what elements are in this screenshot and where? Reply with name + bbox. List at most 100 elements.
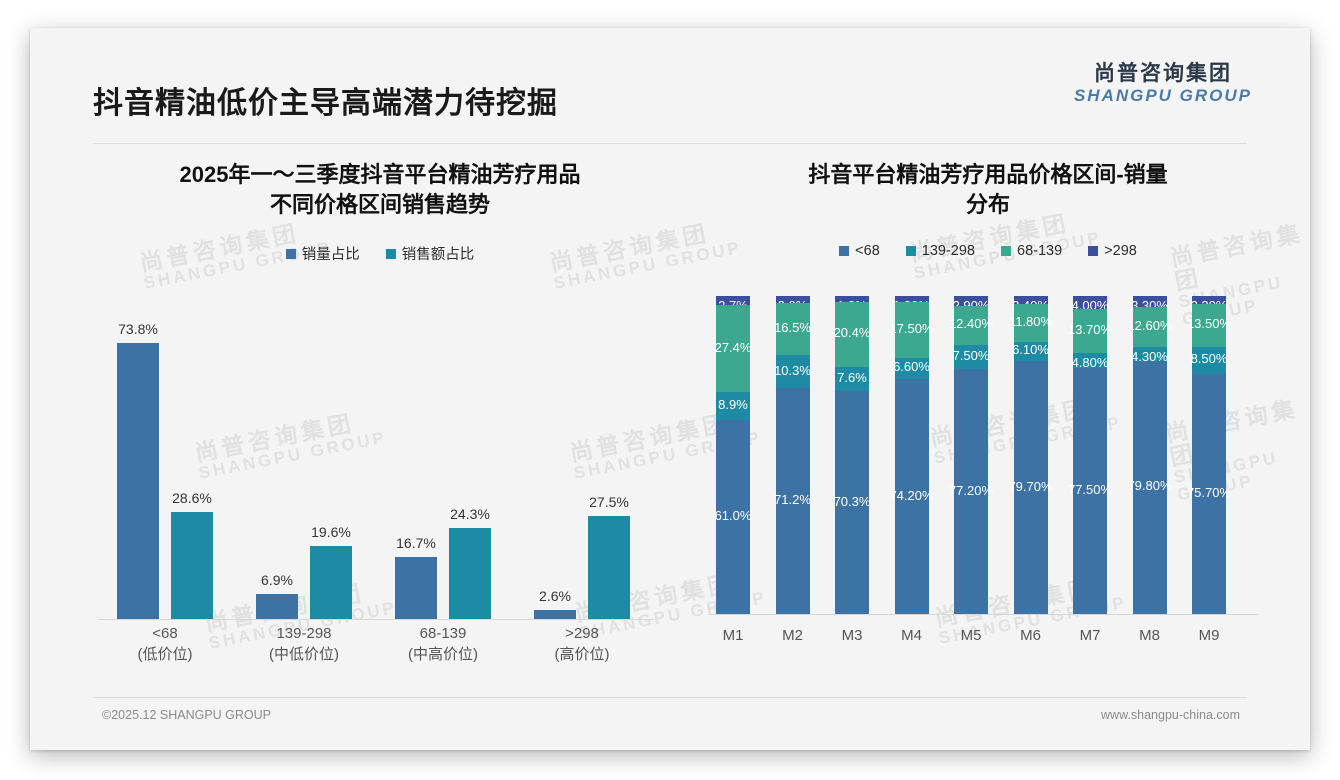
stacked-bar-segment[interactable]: 2.40% <box>1012 296 1049 313</box>
stacked-bar-column[interactable]: 1.80%17.50%6.60%74.20%M4 <box>889 296 934 644</box>
stacked-bar-column[interactable]: 2.90% 12.40% 7.50% 77.20% M5 <box>949 296 993 644</box>
stacked-bar-column[interactable]: 2.40%11.80% 6.10% 79.70% M6 <box>1008 296 1053 644</box>
legend-swatch-icon <box>839 246 850 257</box>
bar[interactable] <box>534 609 576 620</box>
stacked-bar-segment[interactable]: 4.30% <box>1131 346 1168 364</box>
bar[interactable] <box>256 593 298 620</box>
stacked-bar-segment[interactable]: 4.00% <box>1072 296 1108 313</box>
bar[interactable] <box>117 342 159 620</box>
stacked-bar-column[interactable]: 2.7% 27.4% 8.9% 61.0% M1 <box>714 296 752 644</box>
stacked-bar-segment[interactable]: 74.20% <box>889 378 934 615</box>
legend-swatch-icon <box>1001 246 1011 257</box>
stacked-bar-segment[interactable]: 7.50% <box>953 345 989 369</box>
stacked-bar-segment[interactable]: 2.30% <box>1191 296 1227 313</box>
bar-column[interactable]: 28.6% <box>171 299 213 620</box>
stacked-bar-segment[interactable]: 77.50% <box>1068 367 1112 615</box>
legend-left-item[interactable]: 销量占比 <box>285 243 360 264</box>
stacked-bar-segment[interactable]: 16.5% <box>774 302 811 356</box>
bar-column[interactable]: 27.5% <box>588 299 630 620</box>
stacked-segment-value-label: 74.20% <box>889 487 934 503</box>
stacked-segment-value-label: 79.70% <box>1008 478 1053 494</box>
stacked-segment-value-label: 17.50% <box>889 320 934 336</box>
x-axis-tick-range: 139-298 <box>276 625 332 643</box>
legend-swatch-icon <box>285 248 296 259</box>
stacked-bar-segment[interactable]: 71.2% <box>774 387 811 615</box>
slide-canvas: 抖音精油低价主导高端潜力待挖掘 尚普咨询集团 SHANGPU GROUP 尚普咨… <box>30 28 1310 750</box>
left-chart-title-line2: 不同价格区间销售趋势 <box>269 191 490 217</box>
bar-column[interactable]: 24.3% <box>449 299 491 620</box>
stacked-segment-value-label: 61.0% <box>714 508 752 524</box>
bar[interactable] <box>310 545 352 620</box>
stacked-bar-segment[interactable]: 2.90% <box>953 296 989 313</box>
bar-column[interactable]: 16.7% <box>395 299 437 620</box>
logo-english-text: SHANGPU GROUP <box>1073 86 1253 106</box>
stacked-bar-segment[interactable]: 4.80% <box>1071 352 1109 370</box>
stacked-segment-value-label: 77.20% <box>948 482 994 498</box>
stacked-segment-value-label: 4.30% <box>1131 348 1168 364</box>
left-chart-title: 2025年一～三季度抖音平台精油芳疗用品 不同价格区间销售趋势 <box>70 160 690 219</box>
stacked-bar-segment[interactable]: 10.3% <box>774 355 811 388</box>
stacked-bar-segment[interactable]: 77.20% <box>949 368 993 615</box>
x-axis-tick-sublabel: (中高价位) <box>408 646 478 664</box>
brand-logo: 尚普咨询集团 SHANGPU GROUP <box>1058 62 1268 106</box>
legend-right-item[interactable]: 139-298 <box>905 243 975 259</box>
stacked-bar-segment[interactable]: 8.50% <box>1191 346 1227 374</box>
bar-group: 2.6% 27.5% >298 (高价位) <box>517 299 647 663</box>
x-axis-tick-label: M5 <box>960 627 982 645</box>
bar[interactable] <box>395 556 437 620</box>
stacked-bar-segment[interactable]: 12.40% <box>949 305 993 346</box>
stacked-bar-segment[interactable]: 2.7% <box>716 296 750 313</box>
legend-right-item[interactable]: >298 <box>1088 243 1137 259</box>
stacked-segment-value-label: 20.4% <box>833 325 871 341</box>
stacked-bar-segment[interactable]: 6.60% <box>893 357 930 379</box>
stacked-segment-value-label: 70.3% <box>833 493 871 509</box>
stacked-bar-segment[interactable]: 75.70% <box>1187 373 1231 615</box>
bar-value-label: 73.8% <box>118 320 158 337</box>
legend-right-item[interactable]: 68-139 <box>1001 243 1062 259</box>
x-axis-tick-label: M3 <box>841 627 863 645</box>
bar[interactable] <box>449 528 491 620</box>
x-axis-tick-label: M2 <box>782 627 803 645</box>
stacked-bar-segment[interactable]: 8.9% <box>716 392 750 421</box>
footer-copyright: ©2025.12 SHANGPU GROUP <box>102 708 271 722</box>
bar-column[interactable]: 6.9% <box>256 299 298 620</box>
stacked-bar-segment[interactable]: 70.3% <box>833 391 871 615</box>
stacked-bar-segment[interactable]: 79.70% <box>1008 360 1053 615</box>
stacked-segment-value-label: 16.5% <box>774 319 811 335</box>
x-axis-tick-label: M7 <box>1079 627 1101 645</box>
stacked-bar-segment[interactable]: 13.70% <box>1068 309 1112 353</box>
bar-column[interactable]: 19.6% <box>310 299 352 620</box>
bar-column[interactable]: 73.8% <box>117 299 159 620</box>
legend-label: 68-139 <box>1017 243 1063 260</box>
legend-right-item[interactable]: <68 <box>839 243 880 259</box>
stacked-segment-value-label: 75.70% <box>1186 484 1232 500</box>
legend-label: 销量占比 <box>301 247 360 264</box>
bar[interactable] <box>171 512 213 620</box>
stacked-bar-segment[interactable]: 12.60% <box>1127 306 1172 347</box>
stacked-bar-segment[interactable]: 27.4% <box>715 304 751 393</box>
bar[interactable] <box>588 516 630 620</box>
x-axis-tick-range: <68 <box>152 625 178 643</box>
stacked-bar-segment[interactable]: 11.80% <box>1009 304 1052 342</box>
bar-column[interactable]: 2.6% <box>534 299 576 620</box>
x-axis-tick-label: M1 <box>722 627 744 645</box>
stacked-bar-segment[interactable]: 17.50% <box>889 302 934 358</box>
stacked-bar-segment[interactable]: 79.80% <box>1127 360 1172 615</box>
stacked-bar-segment[interactable]: 6.10% <box>1012 341 1049 361</box>
header-divider <box>93 143 1247 144</box>
stacked-bar-column[interactable]: 2.30% 13.50% 8.50% 75.70% M9 <box>1187 296 1231 644</box>
stacked-bar-segment[interactable]: 61.0% <box>714 420 752 615</box>
stacked-bar-segment[interactable]: 20.4% <box>833 302 871 367</box>
legend-left-item[interactable]: 销售额占比 <box>385 243 474 264</box>
bar-value-label: 16.7% <box>396 534 436 551</box>
stacked-segment-value-label: 4.80% <box>1071 354 1109 370</box>
stacked-bar-segment[interactable]: 7.6% <box>835 366 869 392</box>
stacked-bar-column[interactable]: 4.00% 13.70% 4.80% 77.50% M7 <box>1068 296 1112 644</box>
stacked-bar-column[interactable]: 1.8%20.4%7.6%70.3%M3 <box>833 296 871 644</box>
stacked-bar-column[interactable]: 3.30% 12.60% 4.30% 79.80% M8 <box>1127 296 1172 644</box>
stacked-bar-column[interactable]: 2.0%16.5%10.3%71.2%M2 <box>774 296 811 644</box>
stacked-bar-segment[interactable]: 3.30% <box>1131 296 1168 313</box>
stacked-bar-segment[interactable]: 13.50% <box>1187 303 1231 347</box>
bar-value-label: 27.5% <box>589 494 629 511</box>
right-chart-legend: <68 139-298 68-139 >298 <box>698 243 1278 259</box>
